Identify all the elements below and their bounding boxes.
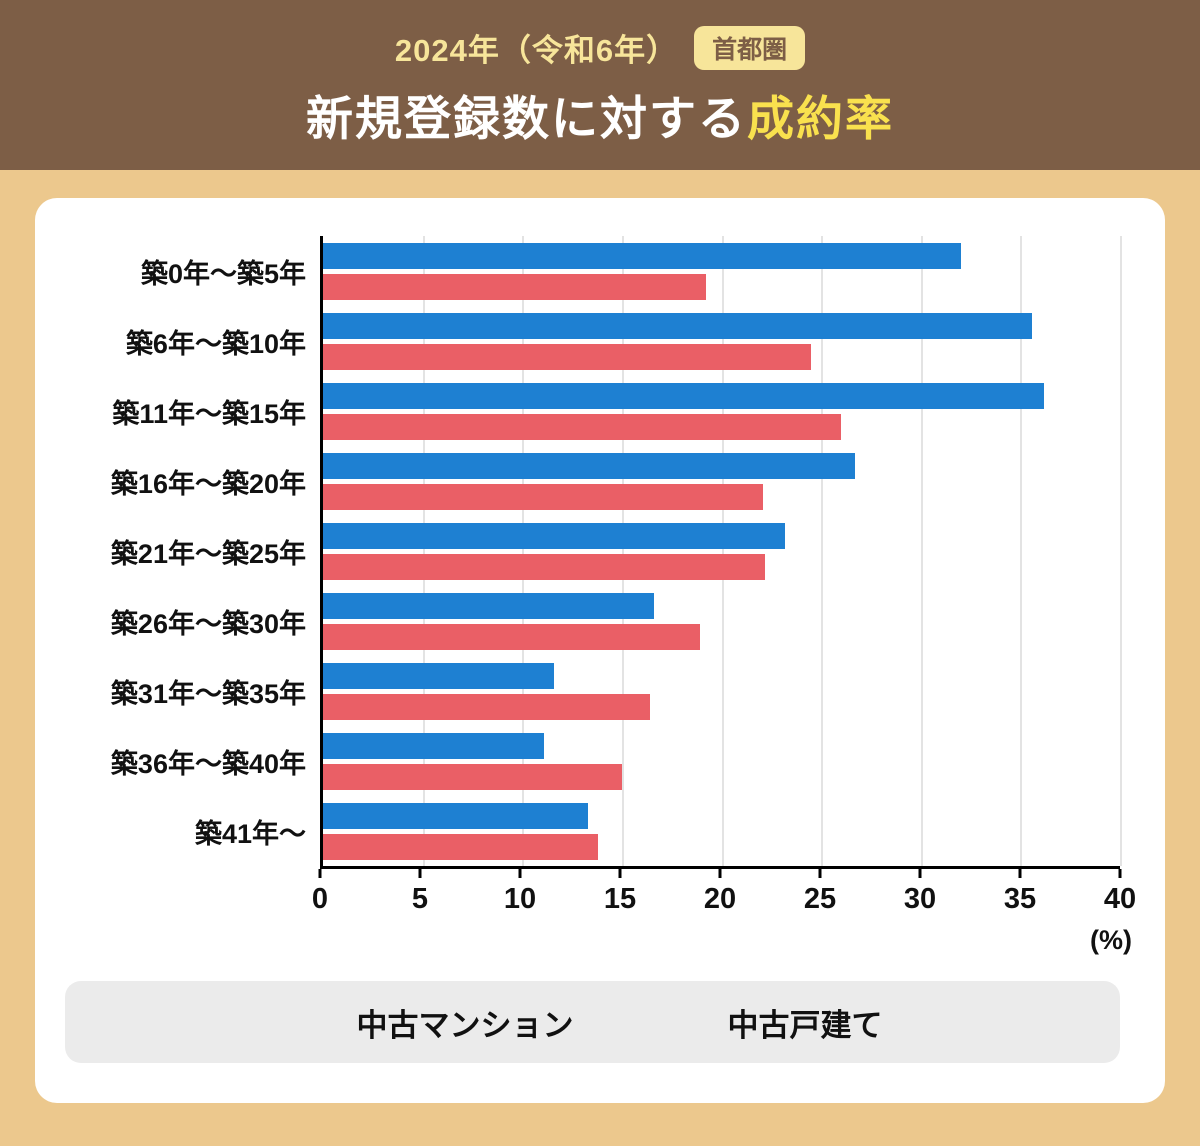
x-tick-label: 15 [603, 883, 637, 915]
gridline [621, 236, 624, 866]
category-label: 築16年〜築20年 [110, 468, 306, 499]
x-tick-label: 5 [411, 883, 429, 915]
bar-series-0 [323, 452, 855, 479]
legend: 中古マンション 中古戸建て [65, 981, 1120, 1063]
bar-series-1 [323, 413, 842, 440]
bar-group [323, 656, 1120, 726]
page-title-main: 新規登録数に対する [306, 92, 747, 145]
region-badge: 首都圏 [694, 25, 806, 70]
legend-item-kodate: 中古戸建て [674, 1000, 883, 1045]
category-label: 築41年〜 [194, 818, 306, 849]
bar-group [323, 516, 1120, 586]
bar-series-1 [323, 693, 650, 720]
gridline [422, 236, 425, 866]
x-tick-label: 35 [1003, 883, 1037, 915]
x-axis-spacer [65, 869, 320, 965]
legend-item-mansion: 中古マンション [303, 1000, 574, 1045]
bar-series-1 [323, 623, 700, 650]
bar-group [323, 306, 1120, 376]
bar-group [323, 376, 1120, 446]
gridline [920, 236, 923, 866]
bar-series-1 [323, 483, 764, 510]
category-label: 築11年〜築15年 [112, 398, 306, 429]
x-tick-label: 20 [703, 883, 737, 915]
y-axis-labels: 築0年〜築5年築6年〜築10年築11年〜築15年 築16年〜築20年 築21年〜築2… [65, 236, 320, 869]
year-label: 2024年（令和6年） [394, 33, 679, 68]
tick-mark [618, 869, 622, 878]
x-tick-label: 25 [803, 883, 837, 915]
header-subtitle-row: 2024年（令和6年） 首都圏 [394, 25, 806, 70]
bar-series-1 [323, 273, 706, 300]
tick-mark [1118, 869, 1122, 878]
gridline [522, 236, 525, 866]
bar-group [323, 796, 1120, 866]
bar-group [323, 726, 1120, 796]
bar-series-0 [323, 592, 654, 619]
legend-swatch-blue [303, 1003, 341, 1041]
bar-group [323, 586, 1120, 656]
x-tick-label: 0 [311, 883, 329, 915]
bar-series-0 [323, 382, 1045, 409]
category-label: 築0年〜築5年 [140, 258, 306, 289]
bar-series-1 [323, 343, 812, 370]
x-tick-label: 30 [903, 883, 937, 915]
bar-series-0 [323, 732, 545, 759]
tick-mark [318, 869, 322, 878]
x-axis-ticks: (%) 0 5 10 15 20 25 30 35 40 [312, 869, 1136, 965]
bar-series-1 [323, 553, 766, 580]
tick-mark [918, 869, 922, 878]
bar-groups [323, 236, 1120, 866]
category-label: 築31年〜築35年 [110, 678, 306, 709]
legend-label-kodate: 中古戸建て [727, 1007, 883, 1043]
tick-mark [1018, 869, 1022, 878]
bar-series-0 [323, 312, 1033, 339]
bar-group [323, 236, 1120, 306]
header: 2024年（令和6年） 首都圏 新規登録数に対する成約率 [0, 0, 1200, 170]
plot-area [320, 236, 1122, 869]
x-axis: (%) 0 5 10 15 20 25 30 35 40 [65, 869, 1136, 965]
x-axis-unit: (%) [1090, 925, 1132, 955]
bar-series-1 [323, 763, 622, 790]
x-tick-label: 40 [1103, 883, 1137, 915]
gridline [721, 236, 724, 866]
category-label: 築26年〜築30年 [110, 608, 306, 639]
gridline [1120, 236, 1122, 866]
category-label: 築36年〜築40年 [110, 748, 306, 779]
tick-mark [418, 869, 422, 878]
tick-mark [818, 869, 822, 878]
bar-series-0 [323, 802, 588, 829]
bar-series-0 [323, 662, 555, 689]
tick-mark [718, 869, 722, 878]
gridlines [323, 236, 1122, 866]
chart-card: 築0年〜築5年築6年〜築10年築11年〜築15年 築16年〜築20年 築21年〜築2… [35, 198, 1165, 1103]
category-label: 築6年〜築10年 [125, 328, 306, 359]
bar-series-0 [323, 522, 786, 549]
x-tick-label: 10 [503, 883, 537, 915]
legend-swatch-red [674, 1003, 712, 1041]
gridline [821, 236, 824, 866]
bar-group [323, 446, 1120, 516]
bar-series-1 [323, 833, 598, 860]
tick-mark [518, 869, 522, 878]
gridline [1020, 236, 1023, 866]
category-label: 築21年〜築25年 [110, 538, 306, 569]
bar-chart: 築0年〜築5年築6年〜築10年築11年〜築15年 築16年〜築20年 築21年〜築2… [65, 236, 1122, 869]
bar-series-0 [323, 242, 961, 269]
page-title: 新規登録数に対する成約率 [306, 80, 894, 149]
page-title-highlight: 成約率 [747, 92, 894, 145]
legend-label-mansion: 中古マンション [356, 1007, 574, 1043]
